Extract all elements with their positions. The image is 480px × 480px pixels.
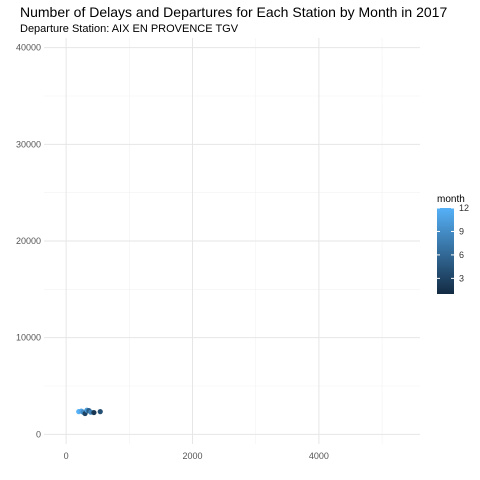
chart-title: Number of Delays and Departures for Each… [20, 4, 447, 20]
color-legend: month 3 6 9 12 [437, 194, 469, 294]
y-tick-label: 30000 [16, 139, 41, 149]
x-tick-label: 2000 [182, 451, 202, 461]
legend-colorbar [437, 208, 454, 294]
y-tick-label: 40000 [16, 43, 41, 53]
y-tick-label: 20000 [16, 236, 41, 246]
y-axis-ticks: 0 10000 20000 30000 40000 [16, 43, 41, 440]
legend-ticks: 3 6 9 12 [437, 203, 469, 283]
x-tick-label: 0 [64, 451, 69, 461]
x-tick-label: 4000 [309, 451, 329, 461]
data-point [91, 409, 97, 416]
legend-tick-label: 12 [459, 203, 469, 213]
data-point [97, 409, 103, 415]
chart-subtitle: Departure Station: AIX EN PROVENCE TGV [20, 23, 239, 35]
x-axis-ticks: 0 2000 4000 [64, 451, 329, 461]
data-points [76, 407, 103, 417]
legend-title: month [437, 194, 465, 205]
y-tick-label: 10000 [16, 333, 41, 343]
legend-tick-label: 9 [459, 226, 464, 236]
legend-tick-label: 6 [459, 250, 464, 260]
grid-lines [44, 38, 420, 444]
y-tick-label: 0 [36, 429, 41, 439]
legend-tick-label: 3 [459, 273, 464, 283]
